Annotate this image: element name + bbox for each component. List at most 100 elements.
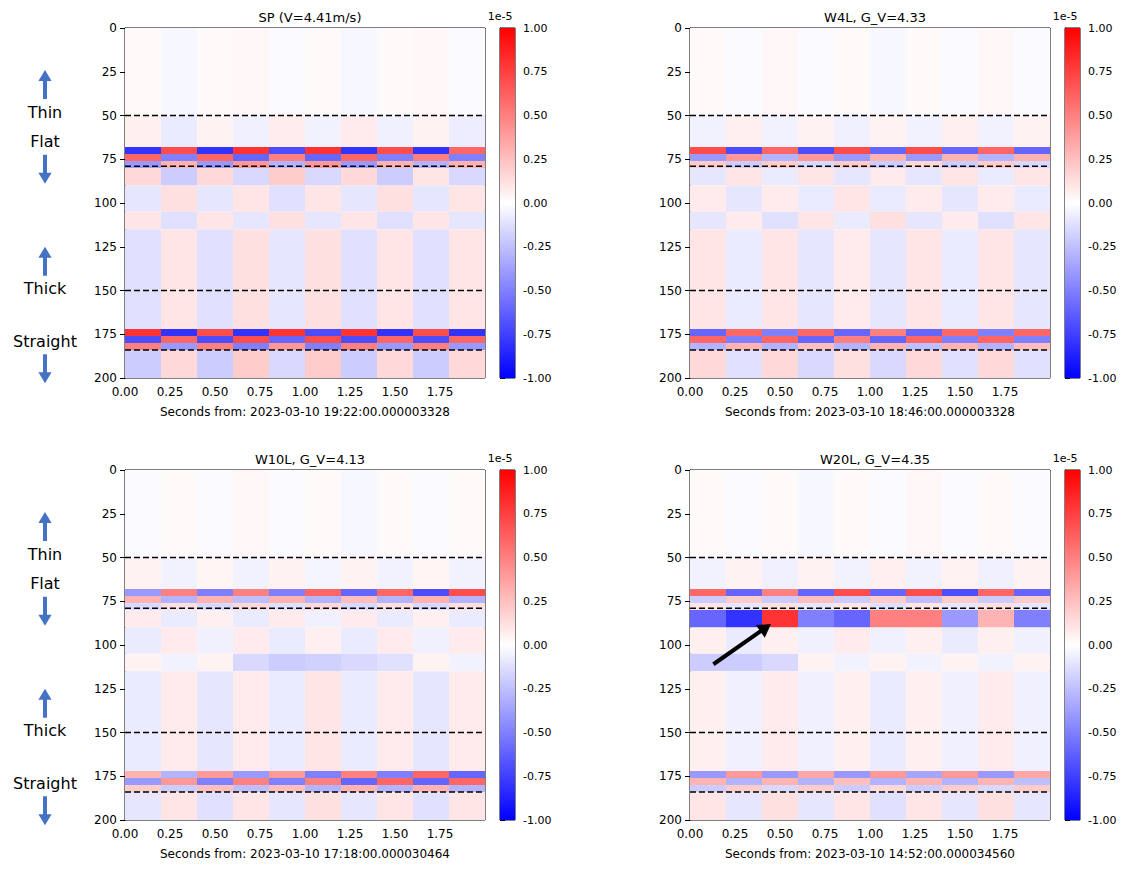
svg-text:1.00: 1.00 <box>857 827 884 841</box>
svg-text:100: 100 <box>659 196 682 210</box>
svg-text:0: 0 <box>674 463 682 477</box>
svg-text:1.50: 1.50 <box>382 385 409 399</box>
svg-text:-0.50: -0.50 <box>523 284 551 297</box>
svg-text:1.50: 1.50 <box>947 827 974 841</box>
svg-text:1.25: 1.25 <box>337 385 364 399</box>
svg-text:0.25: 0.25 <box>157 827 184 841</box>
svg-text:0: 0 <box>109 463 117 477</box>
svg-text:-0.25: -0.25 <box>1088 682 1116 695</box>
svg-text:50: 50 <box>102 109 117 123</box>
svg-text:1.75: 1.75 <box>992 385 1019 399</box>
svg-text:1.00: 1.00 <box>523 22 548 35</box>
svg-text:1.75: 1.75 <box>427 385 454 399</box>
svg-text:175: 175 <box>659 327 682 341</box>
svg-text:1.25: 1.25 <box>902 385 929 399</box>
svg-text:Thick: Thick <box>23 721 67 740</box>
svg-text:1.00: 1.00 <box>857 385 884 399</box>
svg-text:0.50: 0.50 <box>202 385 229 399</box>
svg-text:1.00: 1.00 <box>1088 22 1113 35</box>
svg-text:150: 150 <box>94 284 117 298</box>
svg-text:150: 150 <box>659 726 682 740</box>
svg-text:Seconds from: 2023-03-10 19:22: Seconds from: 2023-03-10 19:22:00.000003… <box>160 405 450 419</box>
svg-text:1.50: 1.50 <box>947 385 974 399</box>
svg-text:Straight: Straight <box>13 332 77 351</box>
svg-text:0.75: 0.75 <box>523 65 548 78</box>
svg-text:-0.75: -0.75 <box>523 328 551 341</box>
svg-text:175: 175 <box>94 769 117 783</box>
svg-text:0.25: 0.25 <box>722 385 749 399</box>
svg-text:150: 150 <box>94 726 117 740</box>
svg-text:W4L, G_V=4.33: W4L, G_V=4.33 <box>824 10 926 25</box>
svg-text:0.50: 0.50 <box>1088 109 1113 122</box>
svg-text:0.50: 0.50 <box>1088 551 1113 564</box>
svg-text:1.75: 1.75 <box>992 827 1019 841</box>
svg-text:75: 75 <box>102 594 117 608</box>
svg-text:50: 50 <box>667 551 682 565</box>
svg-text:50: 50 <box>667 109 682 123</box>
svg-text:75: 75 <box>667 594 682 608</box>
svg-text:25: 25 <box>667 507 682 521</box>
svg-text:25: 25 <box>102 507 117 521</box>
svg-text:Seconds from: 2023-03-10 18:46: Seconds from: 2023-03-10 18:46:00.000003… <box>725 405 1015 419</box>
svg-text:-0.75: -0.75 <box>1088 770 1116 783</box>
svg-text:0.75: 0.75 <box>812 385 839 399</box>
svg-text:175: 175 <box>659 769 682 783</box>
svg-text:1e-5: 1e-5 <box>1053 10 1078 23</box>
svg-text:100: 100 <box>659 638 682 652</box>
svg-text:Flat: Flat <box>30 574 60 593</box>
svg-text:-1.00: -1.00 <box>1088 372 1116 385</box>
svg-text:-0.50: -0.50 <box>1088 284 1116 297</box>
svg-text:SP (V=4.41m/s): SP (V=4.41m/s) <box>259 10 362 25</box>
svg-text:1.00: 1.00 <box>292 385 319 399</box>
svg-text:-0.50: -0.50 <box>1088 726 1116 739</box>
svg-text:0.50: 0.50 <box>523 109 548 122</box>
svg-text:-0.25: -0.25 <box>523 240 551 253</box>
svg-text:Thin: Thin <box>27 545 63 564</box>
svg-text:0.75: 0.75 <box>1088 65 1113 78</box>
svg-text:0.00: 0.00 <box>1088 197 1113 210</box>
svg-text:W20L, G_V=4.35: W20L, G_V=4.35 <box>820 452 930 467</box>
svg-text:125: 125 <box>94 682 117 696</box>
svg-text:Thick: Thick <box>23 279 67 298</box>
svg-text:100: 100 <box>94 196 117 210</box>
svg-text:0.00: 0.00 <box>112 385 139 399</box>
svg-text:0.25: 0.25 <box>157 385 184 399</box>
svg-text:25: 25 <box>102 65 117 79</box>
svg-text:1.25: 1.25 <box>337 827 364 841</box>
svg-text:125: 125 <box>659 240 682 254</box>
svg-text:1.50: 1.50 <box>382 827 409 841</box>
svg-text:200: 200 <box>94 813 117 827</box>
svg-text:0.75: 0.75 <box>523 507 548 520</box>
svg-text:Straight: Straight <box>13 774 77 793</box>
svg-text:75: 75 <box>102 152 117 166</box>
svg-text:0.25: 0.25 <box>1088 153 1113 166</box>
svg-text:0.00: 0.00 <box>523 197 548 210</box>
svg-text:0.50: 0.50 <box>202 827 229 841</box>
svg-text:0: 0 <box>674 21 682 35</box>
svg-text:0.00: 0.00 <box>1088 639 1113 652</box>
svg-text:0.75: 0.75 <box>1088 507 1113 520</box>
svg-text:0.50: 0.50 <box>767 827 794 841</box>
svg-text:Seconds from: 2023-03-10 17:18: Seconds from: 2023-03-10 17:18:00.000030… <box>160 847 450 861</box>
svg-text:75: 75 <box>667 152 682 166</box>
svg-text:1.00: 1.00 <box>292 827 319 841</box>
svg-text:100: 100 <box>94 638 117 652</box>
svg-text:200: 200 <box>94 371 117 385</box>
svg-text:175: 175 <box>94 327 117 341</box>
svg-text:-1.00: -1.00 <box>523 372 551 385</box>
svg-text:0.25: 0.25 <box>722 827 749 841</box>
svg-text:1.25: 1.25 <box>902 827 929 841</box>
svg-text:200: 200 <box>659 813 682 827</box>
svg-text:0.50: 0.50 <box>767 385 794 399</box>
svg-text:Thin: Thin <box>27 103 63 122</box>
svg-text:0.25: 0.25 <box>523 153 548 166</box>
svg-text:1.00: 1.00 <box>523 464 548 477</box>
svg-text:0.75: 0.75 <box>247 827 274 841</box>
svg-text:0.00: 0.00 <box>112 827 139 841</box>
svg-text:0.00: 0.00 <box>677 827 704 841</box>
svg-text:-1.00: -1.00 <box>523 814 551 827</box>
svg-text:1e-5: 1e-5 <box>1053 452 1078 465</box>
svg-text:200: 200 <box>659 371 682 385</box>
svg-text:Flat: Flat <box>30 132 60 151</box>
svg-text:0.25: 0.25 <box>1088 595 1113 608</box>
